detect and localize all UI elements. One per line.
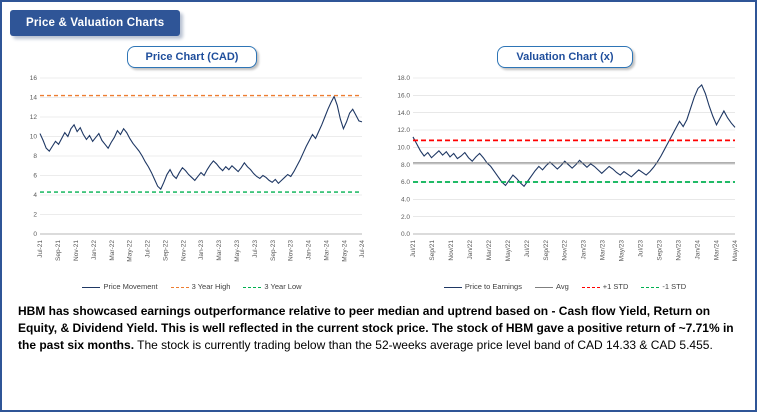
legend-swatch xyxy=(443,286,462,288)
x-tick-label: Jul/21 xyxy=(410,240,417,258)
x-tick-label: Mar/22 xyxy=(486,240,493,261)
x-tick-label: Jul-24 xyxy=(359,240,366,258)
y-tick-label: 0 xyxy=(33,231,37,238)
legend-swatch xyxy=(82,286,101,288)
legend-label: -1 STD xyxy=(662,282,687,291)
commentary-text: HBM has showcased earnings outperformanc… xyxy=(18,303,739,353)
x-tick-label: Jul-23 xyxy=(252,240,259,258)
legend-item-price-movement: Price Movement xyxy=(82,282,158,291)
x-tick-label: Jan-22 xyxy=(91,240,98,260)
x-tick-label: Nov-23 xyxy=(288,240,295,261)
legend-label: Price Movement xyxy=(103,282,158,291)
y-tick-label: 16 xyxy=(30,75,38,82)
legend-label: Price to Earnings xyxy=(464,282,522,291)
legend-label: 3 Year High xyxy=(191,282,231,291)
price-chart-panel: Price Chart (CAD) 0 2 4 6 8 10 12 14 16 Jul-21 Sep… xyxy=(12,46,372,291)
x-tick-label: Nov/22 xyxy=(562,240,569,261)
x-tick-label: Jan-24 xyxy=(306,240,313,260)
y-tick-label: 12.0 xyxy=(397,127,410,134)
y-tick-label: 12 xyxy=(30,114,38,121)
y-tick-label: 8.0 xyxy=(401,162,410,169)
legend-swatch xyxy=(243,286,262,288)
y-tick-label: 4.0 xyxy=(401,197,410,204)
x-tick-label: Sep/23 xyxy=(656,240,663,261)
legend-label: +1 STD xyxy=(602,282,629,291)
legend-swatch xyxy=(581,286,600,288)
y-tick-label: 4 xyxy=(33,192,37,199)
x-tick-label: Nov-21 xyxy=(73,240,80,261)
y-tick-label: 8 xyxy=(33,153,37,160)
x-tick-label: Jul/22 xyxy=(524,240,531,258)
commentary-regular: The stock is currently trading below tha… xyxy=(134,337,713,352)
y-tick-label: 6.0 xyxy=(401,179,410,186)
legend-swatch xyxy=(641,286,660,288)
x-tick-label: Sep-23 xyxy=(270,240,277,261)
legend-label: 3 Year Low xyxy=(264,282,302,291)
legend-item--1-std: +1 STD xyxy=(581,282,629,291)
y-tick-label: 10 xyxy=(30,134,38,141)
x-tick-label: Jul-22 xyxy=(145,240,152,258)
y-tick-label: 6 xyxy=(33,173,37,180)
valuation-chart-legend: Price to Earnings Avg +1 STD -1 STD xyxy=(385,282,745,291)
x-tick-label: May/22 xyxy=(505,240,512,262)
legend-swatch xyxy=(534,286,553,288)
price-chart-title: Price Chart (CAD) xyxy=(126,46,258,68)
y-tick-label: 16.0 xyxy=(397,93,410,100)
y-tick-label: 14.0 xyxy=(397,110,410,117)
price-chart-legend: Price Movement 3 Year High 3 Year Low xyxy=(12,282,372,291)
x-tick-label: Sep/21 xyxy=(429,240,436,261)
x-tick-label: Jan/24 xyxy=(694,240,701,260)
legend-item-3-year-high: 3 Year High xyxy=(170,282,231,291)
series-price-to-earnings xyxy=(412,83,736,188)
x-tick-label: May-23 xyxy=(234,240,241,262)
legend-label: Avg xyxy=(555,282,569,291)
x-tick-label: May-24 xyxy=(341,240,348,262)
charts-row: Price Chart (CAD) 0 2 4 6 8 10 12 14 16 Jul-21 Sep… xyxy=(2,46,755,291)
x-tick-label: May-22 xyxy=(127,240,134,262)
x-tick-label: Mar-24 xyxy=(323,240,330,261)
x-tick-label: Jul/23 xyxy=(637,240,644,258)
legend-item-3-year-low: 3 Year Low xyxy=(243,282,302,291)
price-chart: 0 2 4 6 8 10 12 14 16 Jul-21 Sep-21 Nov-21 Jan-22 Mar… xyxy=(30,75,366,262)
x-tick-label: Jan/23 xyxy=(581,240,588,260)
legend-item-avg: Avg xyxy=(534,282,569,291)
page-title: Price & Valuation Charts xyxy=(10,10,181,36)
x-tick-label: May/23 xyxy=(619,240,626,262)
x-tick-label: Nov-22 xyxy=(180,240,187,261)
y-tick-label: 2 xyxy=(33,212,37,219)
x-tick-label: Mar/24 xyxy=(713,240,720,261)
y-tick-label: 2.0 xyxy=(401,214,410,221)
y-tick-label: 0.0 xyxy=(401,231,410,238)
legend-item--1-std: -1 STD xyxy=(641,282,686,291)
x-tick-label: Sep-21 xyxy=(55,240,62,261)
x-tick-label: Mar-22 xyxy=(109,240,116,261)
x-tick-label: May/24 xyxy=(732,240,739,262)
legend-swatch xyxy=(170,286,189,288)
x-tick-label: Mar/23 xyxy=(600,240,607,261)
x-tick-label: Jul-21 xyxy=(37,240,44,258)
y-tick-label: 10.0 xyxy=(397,145,410,152)
x-tick-label: Sep-22 xyxy=(162,240,169,261)
x-tick-label: Jan-23 xyxy=(198,240,205,260)
valuation-chart-panel: Valuation Chart (x) 0.0 2.0 4.0 6.0 8.0 10.0 1… xyxy=(385,46,745,291)
valuation-chart-title: Valuation Chart (x) xyxy=(497,46,633,68)
x-tick-label: Mar-23 xyxy=(216,240,223,261)
x-tick-label: Nov/23 xyxy=(675,240,682,261)
commentary-bold: HBM has showcased earnings outperformanc… xyxy=(18,304,734,352)
series-price-movement xyxy=(39,95,363,191)
x-tick-label: Jan/22 xyxy=(467,240,474,260)
valuation-chart: 0.0 2.0 4.0 6.0 8.0 10.0 12.0 14.0 16.0 18.0 Jul/2… xyxy=(397,75,739,262)
x-tick-label: Sep/22 xyxy=(543,240,550,261)
legend-item-price-to-earnings: Price to Earnings xyxy=(443,282,522,291)
y-tick-label: 18.0 xyxy=(397,75,410,82)
y-tick-label: 14 xyxy=(30,95,38,102)
x-tick-label: Nov/21 xyxy=(448,240,455,261)
